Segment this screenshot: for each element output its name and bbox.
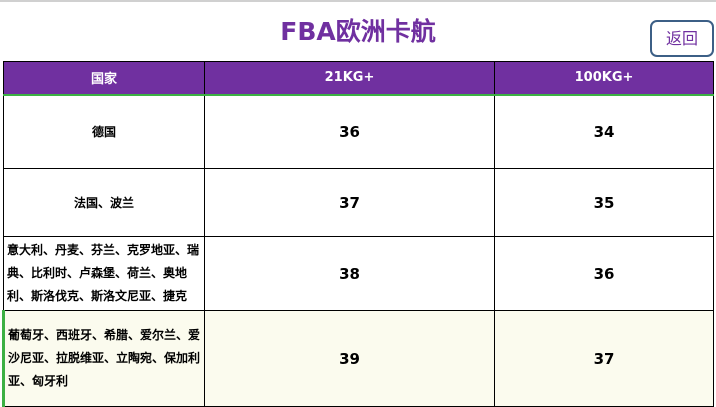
header-100kg: 100KG+ <box>494 61 714 96</box>
header-21kg: 21KG+ <box>204 61 495 96</box>
table-row: 德国 36 34 <box>3 94 714 169</box>
price-100kg: 35 <box>494 168 714 237</box>
table-row: 葡萄牙、西班牙、希腊、爱尔兰、爱沙尼亚、拉脱维亚、立陶宛、保加利亚、匈牙利 39… <box>2 310 714 407</box>
price-21kg: 39 <box>204 310 495 407</box>
price-100kg: 34 <box>494 94 714 169</box>
price-21kg: 37 <box>204 168 495 237</box>
price-table: 国家 21KG+ 100KG+ 德国 36 34 法国、波兰 37 35 意大利… <box>2 61 714 407</box>
table-row: 意大利、丹麦、芬兰、克罗地亚、瑞典、比利时、卢森堡、荷兰、奥地利、斯洛伐克、斯洛… <box>3 236 714 311</box>
country-cell: 葡萄牙、西班牙、希腊、爱尔兰、爱沙尼亚、拉脱维亚、立陶宛、保加利亚、匈牙利 <box>2 310 205 407</box>
country-cell: 法国、波兰 <box>3 168 205 237</box>
country-cell: 意大利、丹麦、芬兰、克罗地亚、瑞典、比利时、卢森堡、荷兰、奥地利、斯洛伐克、斯洛… <box>3 236 205 311</box>
sheet-gridline <box>0 0 716 2</box>
price-21kg: 36 <box>204 94 495 169</box>
price-100kg: 36 <box>494 236 714 311</box>
page-title: FBA欧洲卡航 <box>280 17 436 46</box>
country-cell: 德国 <box>3 94 205 169</box>
table-header: 国家 21KG+ 100KG+ <box>3 61 714 96</box>
header-country: 国家 <box>3 61 205 96</box>
price-100kg: 37 <box>494 310 714 407</box>
back-button[interactable]: 返回 <box>650 20 714 57</box>
table-row: 法国、波兰 37 35 <box>3 168 714 237</box>
price-21kg: 38 <box>204 236 495 311</box>
